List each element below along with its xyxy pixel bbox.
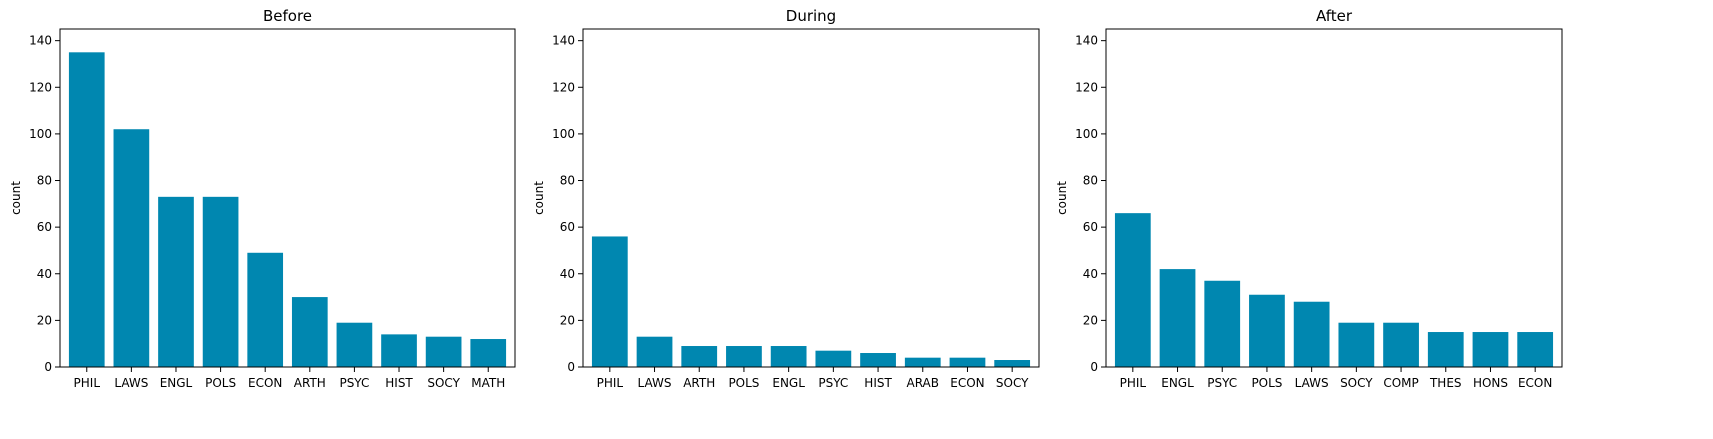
axes-frame [582,28,1040,368]
y-axis-label: count [9,181,23,215]
bar-psyc [815,350,852,367]
y-tick-label: 120 [552,80,575,94]
axes-frame [59,28,516,368]
y-tick-label: 0 [567,360,575,374]
x-tick-label-hist: HIST [864,376,892,390]
y-tick-label: 40 [560,267,575,281]
bar-psyc [1204,280,1241,367]
x-tick-label-thes: THES [1429,376,1462,390]
bar-econ [247,252,284,367]
x-tick-label-econ: ECON [1518,376,1552,390]
bar-pols [1249,294,1285,367]
chart-panel-after: 0 20 40 60 80 100 120 140 PHIL ENGL PSYC POLS LAWS SO… [1055,7,1563,390]
y-tick-label: 100 [552,127,575,141]
bar-laws [113,129,150,367]
x-tick-label-comp: COMP [1383,376,1418,390]
bar-laws [636,336,673,367]
x-tick-label-arth: ARTH [683,376,715,390]
chart-panel-before: 0 20 40 60 80 100 120 140 PHIL LAWS ENGL POLS ECON AR… [9,7,516,390]
x-tick-label-phil: PHIL [1120,376,1147,390]
bar-math [470,339,507,367]
x-tick-label-laws: LAWS [1295,376,1329,390]
x-tick-label-psyc: PSYC [818,376,848,390]
bar-arth [291,297,328,367]
x-tick-label-econ: ECON [950,376,984,390]
y-tick-label: 20 [37,313,52,327]
y-tick-label: 80 [37,174,52,188]
chart-panel-during: 0 20 40 60 80 100 120 140 PHIL LAWS ARTH POLS ENGL PS… [532,7,1040,390]
x-tick-label-engl: ENGL [160,376,193,390]
y-tick-label: 140 [552,34,575,48]
bar-phil [1114,213,1151,367]
x-tick-label-socy: SOCY [996,376,1029,390]
x-tick-label-pols: POLS [1251,376,1282,390]
y-tick-label: 140 [29,34,52,48]
y-tick-label: 120 [29,80,52,94]
y-tick-label: 20 [1083,313,1098,327]
x-tick-label-pols: POLS [728,376,759,390]
y-tick-label: 100 [29,127,52,141]
bar-psyc [336,322,373,367]
bar-pols [726,346,762,367]
bar-engl [770,346,807,367]
x-tick-label-econ: ECON [248,376,282,390]
bar-socy [425,336,462,367]
y-axis-label: count [532,181,546,215]
x-tick-label-phil: PHIL [597,376,624,390]
bar-econ [1517,332,1554,367]
x-tick-label-psyc: PSYC [1207,376,1237,390]
y-tick-label: 60 [560,220,575,234]
x-tick-label-math: MATH [471,376,505,390]
y-tick-label: 40 [1083,267,1098,281]
x-tick-label-socy: SOCY [1340,376,1373,390]
x-tick-label-hons: HONS [1473,376,1508,390]
bar-socy [1338,322,1375,367]
chart-title: Before [263,7,312,25]
x-tick-label-engl: ENGL [772,376,805,390]
x-tick-label-hist: HIST [385,376,413,390]
bar-arth [681,346,718,367]
y-tick-label: 100 [1075,127,1098,141]
x-tick-label-phil: PHIL [74,376,101,390]
bar-pols [202,196,239,367]
y-tick-label: 0 [44,360,52,374]
bar-hist [381,334,417,367]
y-tick-label: 60 [1083,220,1098,234]
y-tick-label: 80 [560,174,575,188]
bar-arab [904,357,941,367]
bar-phil [591,236,628,367]
bar-engl [1159,269,1196,367]
x-tick-label-arab: ARAB [907,376,940,390]
x-tick-label-pols: POLS [205,376,236,390]
bar-laws [1293,301,1330,367]
axes-frame [1105,28,1563,368]
bar-hist [860,353,896,367]
y-tick-label: 140 [1075,34,1098,48]
bar-hons [1472,332,1509,367]
bar-phil [68,52,105,368]
y-tick-label: 80 [1083,174,1098,188]
chart-title: After [1316,7,1353,25]
bar-thes [1427,332,1464,367]
y-tick-label: 120 [1075,80,1098,94]
x-tick-label-engl: ENGL [1161,376,1194,390]
x-tick-label-laws: LAWS [114,376,148,390]
chart-title: During [786,7,836,25]
x-tick-label-arth: ARTH [294,376,326,390]
bar-comp [1383,322,1419,367]
bar-econ [949,357,986,367]
y-tick-label: 40 [37,267,52,281]
y-tick-label: 60 [37,220,52,234]
y-tick-label: 0 [1090,360,1098,374]
x-tick-label-psyc: PSYC [339,376,369,390]
y-tick-label: 20 [560,313,575,327]
x-tick-label-laws: LAWS [638,376,672,390]
bar-socy [994,360,1031,367]
x-tick-label-socy: SOCY [427,376,460,390]
bar-engl [158,196,194,367]
y-axis-label: count [1055,181,1069,215]
